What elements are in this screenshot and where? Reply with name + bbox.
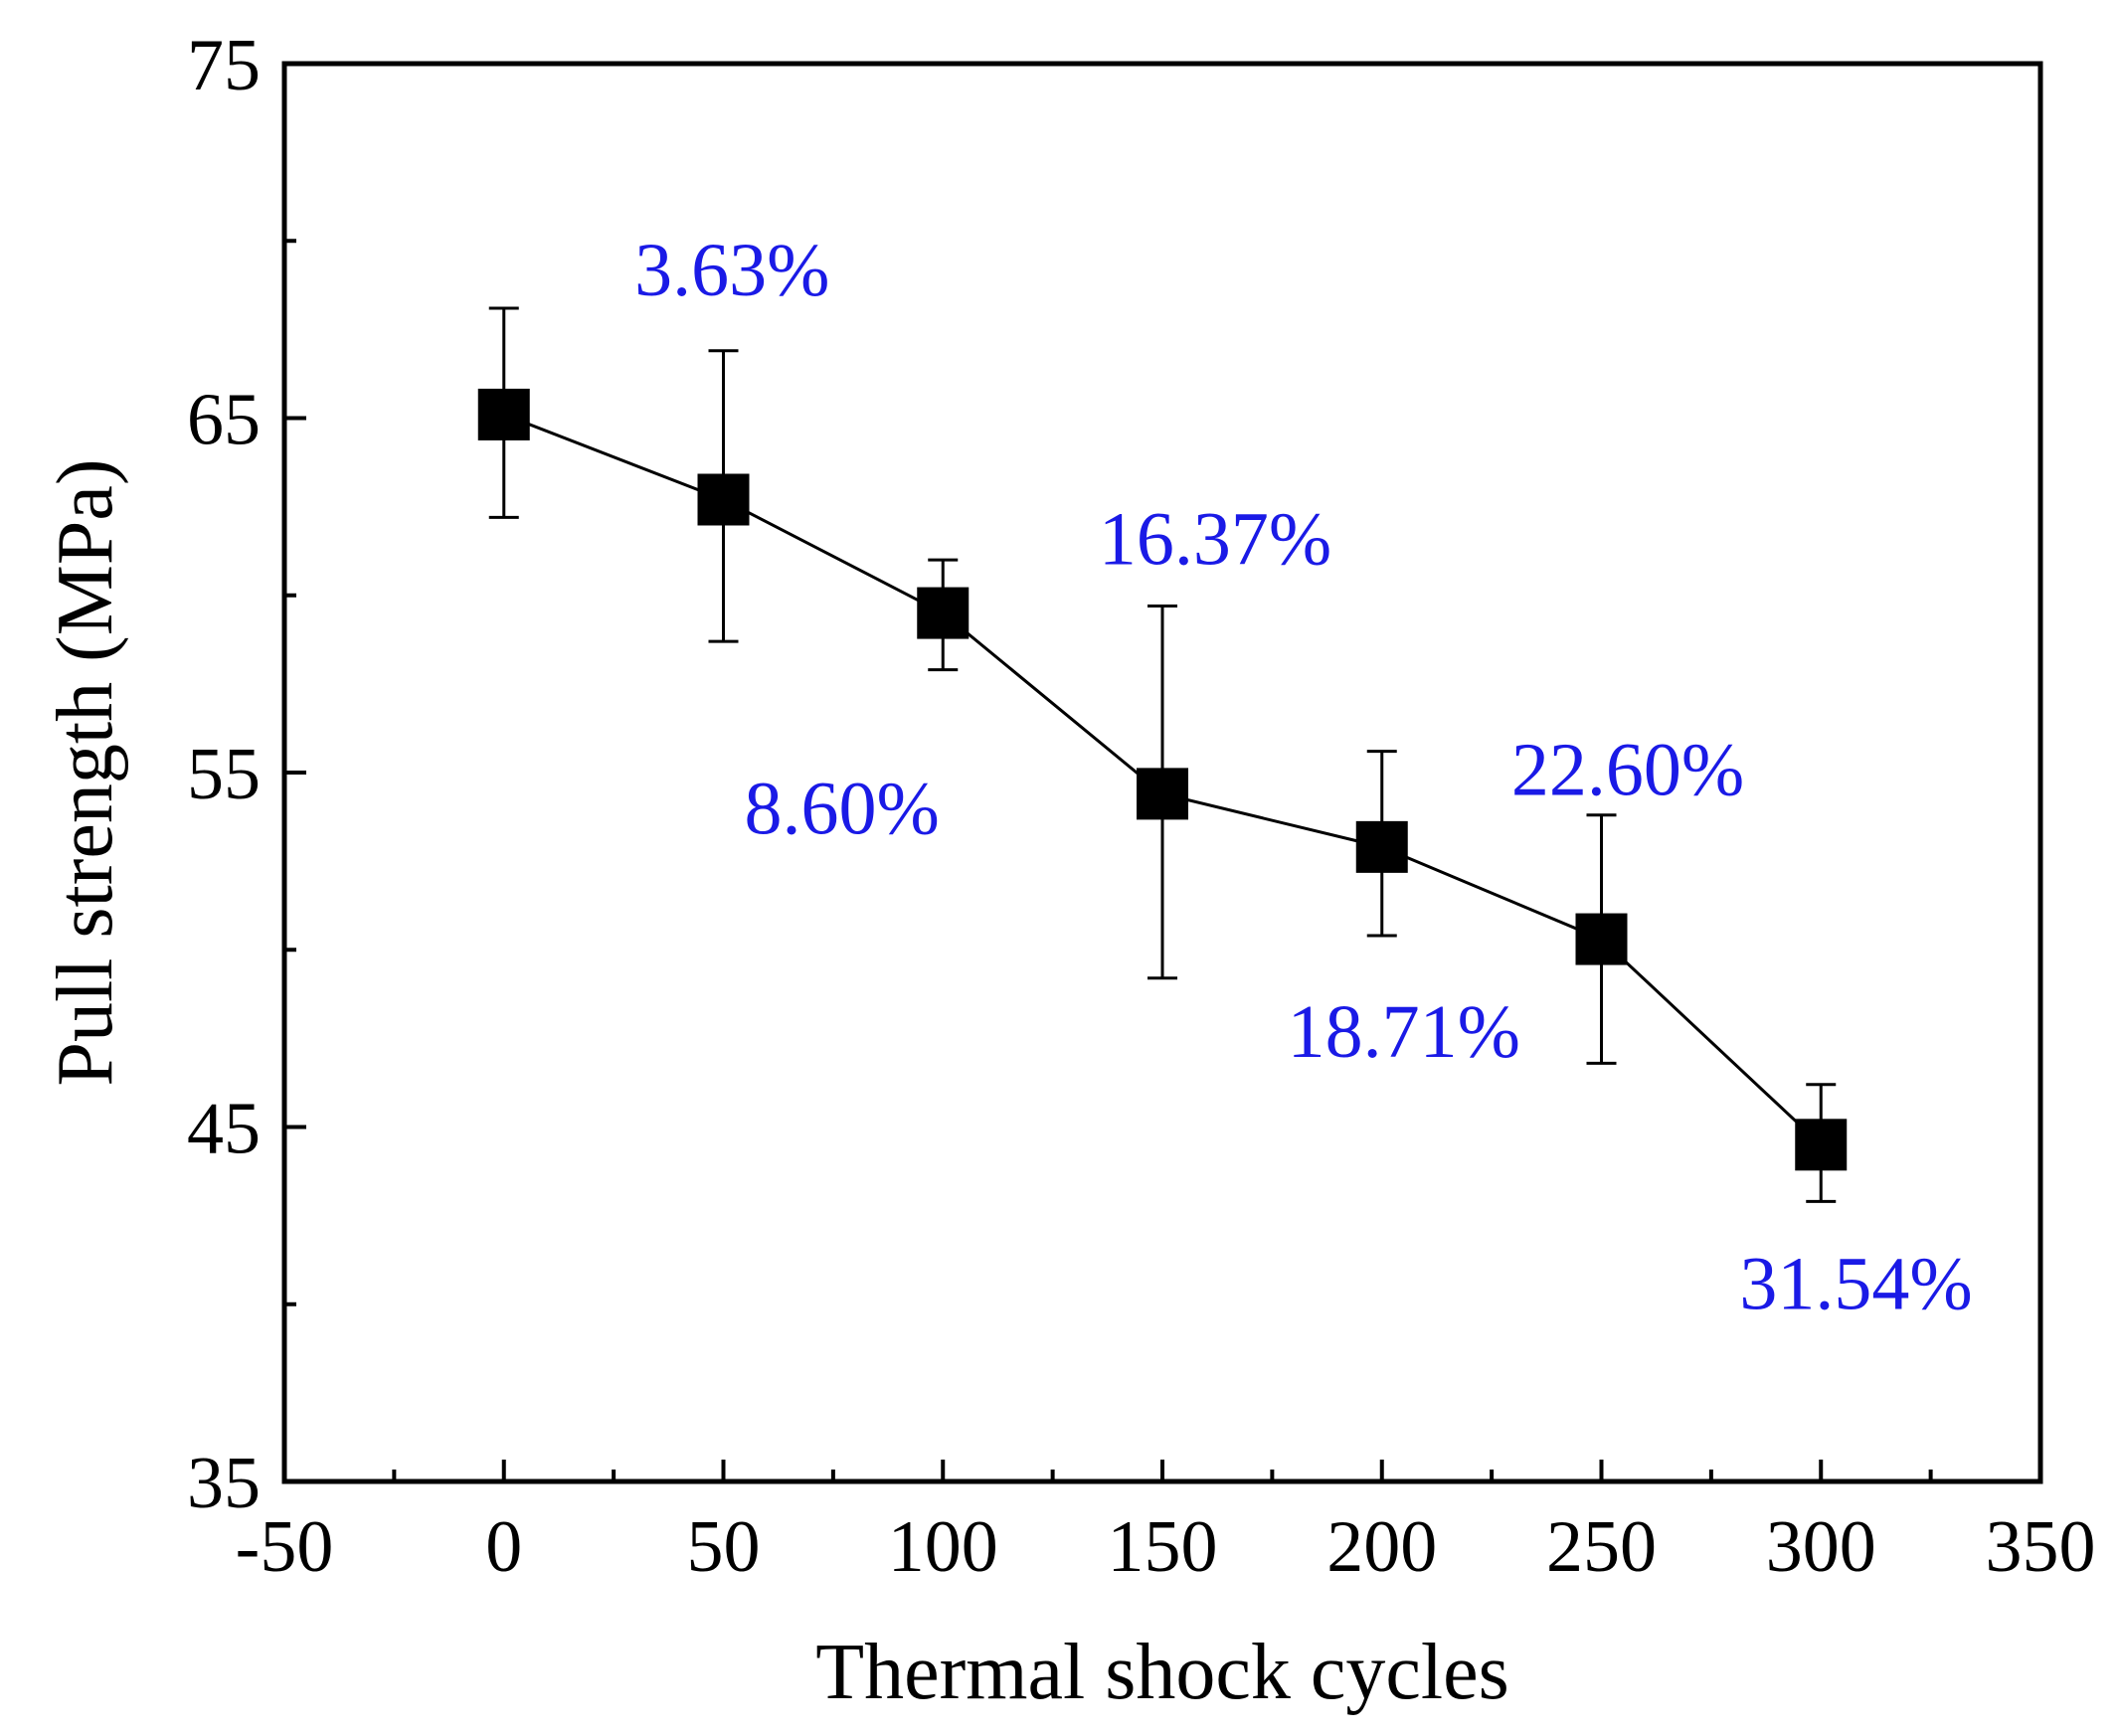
x-tick-label: 150 [1108,1506,1218,1588]
y-tick-label: 65 [187,380,261,461]
percent-annotation: 31.54% [1739,1242,1972,1325]
x-axis-title: Thermal shock cycles [815,1629,1509,1716]
percent-annotation: 22.60% [1511,728,1744,811]
percent-annotation: 18.71% [1288,990,1520,1074]
x-tick-label: 350 [1986,1506,2096,1588]
y-axis-title: Pull strength (MPa) [42,458,129,1086]
data-point-marker [1795,1119,1848,1171]
x-tick-label: 0 [485,1506,522,1588]
x-tick-label: -50 [236,1506,334,1588]
percent-annotation: 8.60% [745,768,940,851]
y-tick-label: 35 [187,1443,261,1524]
y-tick-label: 75 [187,25,261,106]
x-tick-label: 50 [687,1506,761,1588]
y-tick-label: 55 [187,734,261,815]
x-tick-label: 100 [888,1506,998,1588]
data-point-marker [1355,820,1408,873]
x-tick-label: 200 [1326,1506,1437,1588]
percent-annotation: 16.37% [1099,498,1331,582]
x-tick-label: 250 [1546,1506,1657,1588]
data-point-marker [917,587,970,639]
data-point-marker [1137,768,1188,820]
percent-annotation: 3.63% [634,229,829,312]
x-tick-label: 300 [1766,1506,1876,1588]
y-tick-label: 45 [187,1089,261,1170]
data-point-marker [697,473,750,526]
data-point-marker [477,388,530,440]
data-point-marker [1575,913,1628,965]
